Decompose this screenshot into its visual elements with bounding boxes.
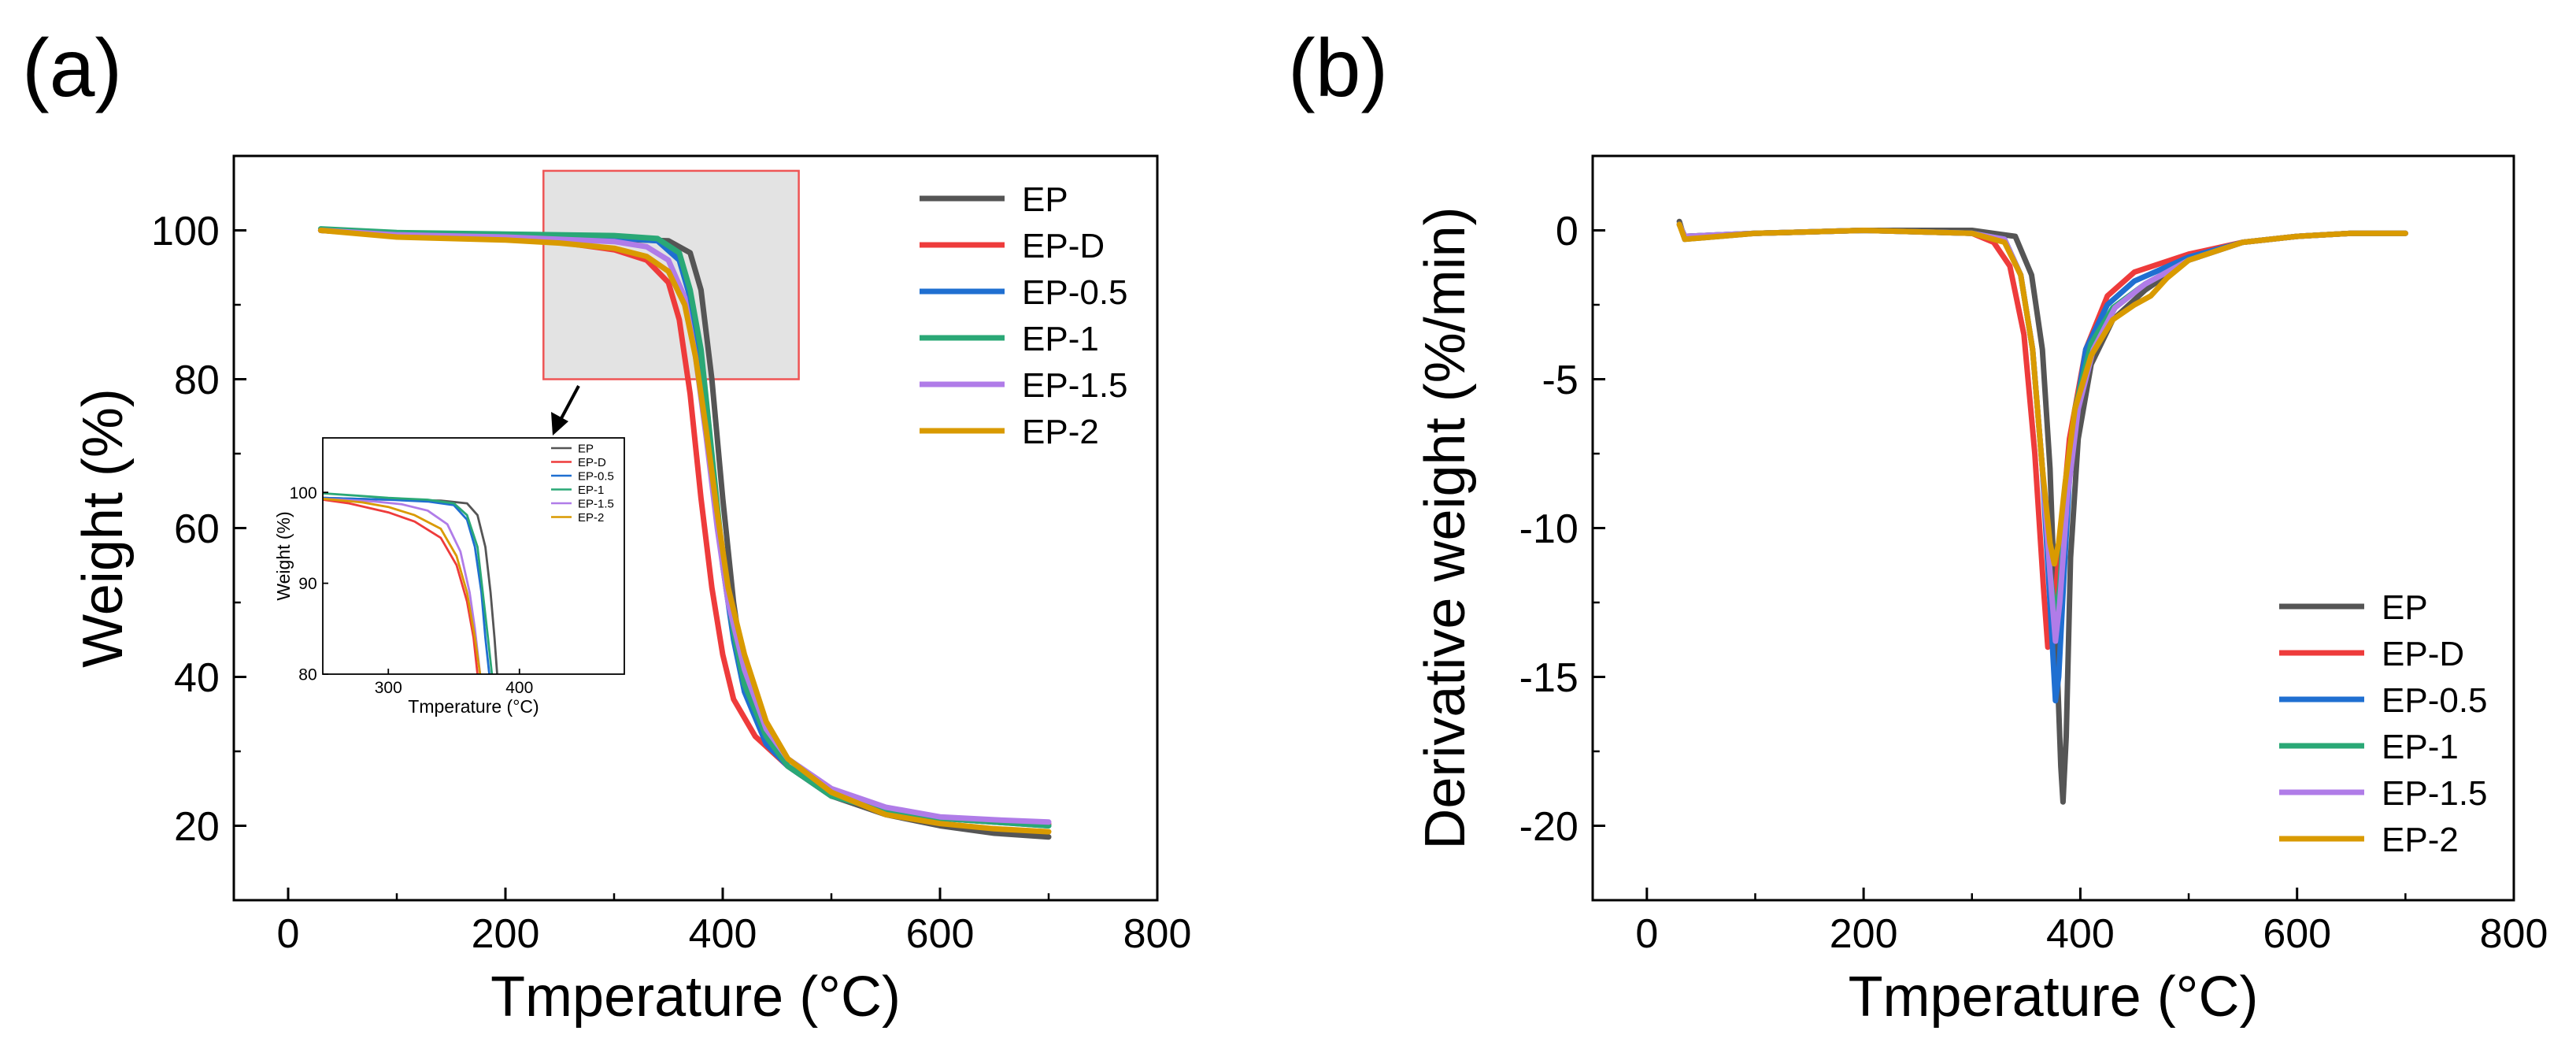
y-tick-label: 100 [151, 209, 220, 254]
zoom-arrow-head [551, 412, 568, 436]
legend-label: EP-0.5 [578, 469, 614, 483]
legend-label: EP [578, 442, 594, 455]
legend-label: EP-0.5 [1022, 273, 1128, 312]
legend-label: EP-2 [2382, 821, 2459, 859]
series-line-ep-2 [323, 497, 482, 674]
series-line-ep-2 [1676, 221, 2408, 567]
chart-b: 0 200 400 600 800 -20 -15 -10 -5 0 Tmperature (°C)… [1414, 154, 2548, 1029]
y-axis-label: Weight (%) [273, 511, 294, 600]
legend-label: EP-1.5 [2382, 774, 2488, 813]
y-tick-label: 90 [298, 575, 316, 593]
x-tick-label: 300 [375, 679, 402, 697]
legend-label: EP-2 [1022, 413, 1099, 451]
legend: EP EP-D EP-0.5 EP-1 EP-1.5 EP-2 [2279, 588, 2488, 859]
chart-a-inset: 300 400 80 90 100 Tmperature (°C) Weight (%) EP… [273, 437, 625, 717]
series-group [1676, 218, 2408, 805]
legend-label: EP [1022, 180, 1068, 219]
zoom-arrow [551, 385, 580, 436]
legend-label: EP-D [578, 456, 606, 469]
y-tick-label: -5 [1542, 358, 1579, 403]
legend-label: EP-1 [578, 484, 604, 497]
x-tick-label: 800 [1123, 911, 1192, 957]
y-axis-label: Weight (%) [72, 388, 135, 668]
series-line-ep-1-5 [323, 497, 482, 674]
x-axis-label: Tmperature (°C) [1849, 966, 2259, 1029]
y-tick-label: 80 [174, 358, 220, 403]
y-tick-label: -20 [1519, 804, 1579, 850]
x-tick-label: 400 [689, 911, 757, 957]
series-group [317, 226, 1052, 840]
x-tick-label: 600 [2263, 911, 2331, 957]
y-tick-label: -15 [1519, 655, 1579, 701]
legend-label: EP-D [1022, 227, 1105, 265]
x-tick-label: 0 [1635, 911, 1658, 957]
legend-label: EP-2 [578, 511, 604, 525]
y-tick-label: 0 [1556, 209, 1579, 254]
series-line-ep-d [323, 499, 479, 674]
x-axis-label: Tmperature (°C) [408, 696, 539, 717]
y-axis-label: Derivative weight (%/min) [1414, 206, 1477, 849]
legend-label: EP-1.5 [1022, 366, 1128, 405]
chart-a: 0 200 400 600 800 20 40 60 80 100 Tmperature (°C) W… [72, 154, 1192, 1029]
series-line-ep-2 [317, 228, 1052, 835]
series-group [323, 492, 498, 674]
legend-label: EP-1 [1022, 320, 1099, 358]
x-tick-label: 400 [505, 679, 533, 697]
x-tick-label: 0 [277, 911, 300, 957]
panel-b-label: (b) [1288, 23, 1388, 114]
y-tick-label: -10 [1519, 506, 1579, 552]
y-tick-label: 60 [174, 506, 220, 552]
y-tick-label: 20 [174, 804, 220, 850]
x-axis-label: Tmperature (°C) [490, 966, 901, 1029]
plot-frame [322, 437, 625, 675]
series-line-ep-0-5 [323, 496, 490, 674]
y-tick-label: 80 [298, 666, 316, 684]
series-line-ep-1 [323, 492, 494, 674]
legend-label: EP-0.5 [2382, 681, 2488, 720]
x-tick-label: 600 [906, 911, 975, 957]
zoom-arrow-shaft [559, 385, 580, 421]
x-tick-label: 200 [472, 911, 540, 957]
panel-a-label: (a) [22, 23, 122, 114]
x-tick-label: 400 [2046, 911, 2115, 957]
legend-label: EP-1 [2382, 728, 2459, 766]
x-tick-label: 200 [1830, 911, 1898, 957]
y-tick-label: 40 [174, 655, 220, 701]
legend-label: EP [2382, 588, 2428, 627]
legend: EP EP-D EP-0.5 EP-1 EP-1.5 EP-2 [920, 180, 1128, 451]
legend-label: EP-1.5 [578, 497, 614, 510]
y-tick-label: 100 [290, 484, 317, 502]
x-tick-label: 800 [2480, 911, 2548, 957]
legend-label: EP-D [2382, 635, 2464, 673]
